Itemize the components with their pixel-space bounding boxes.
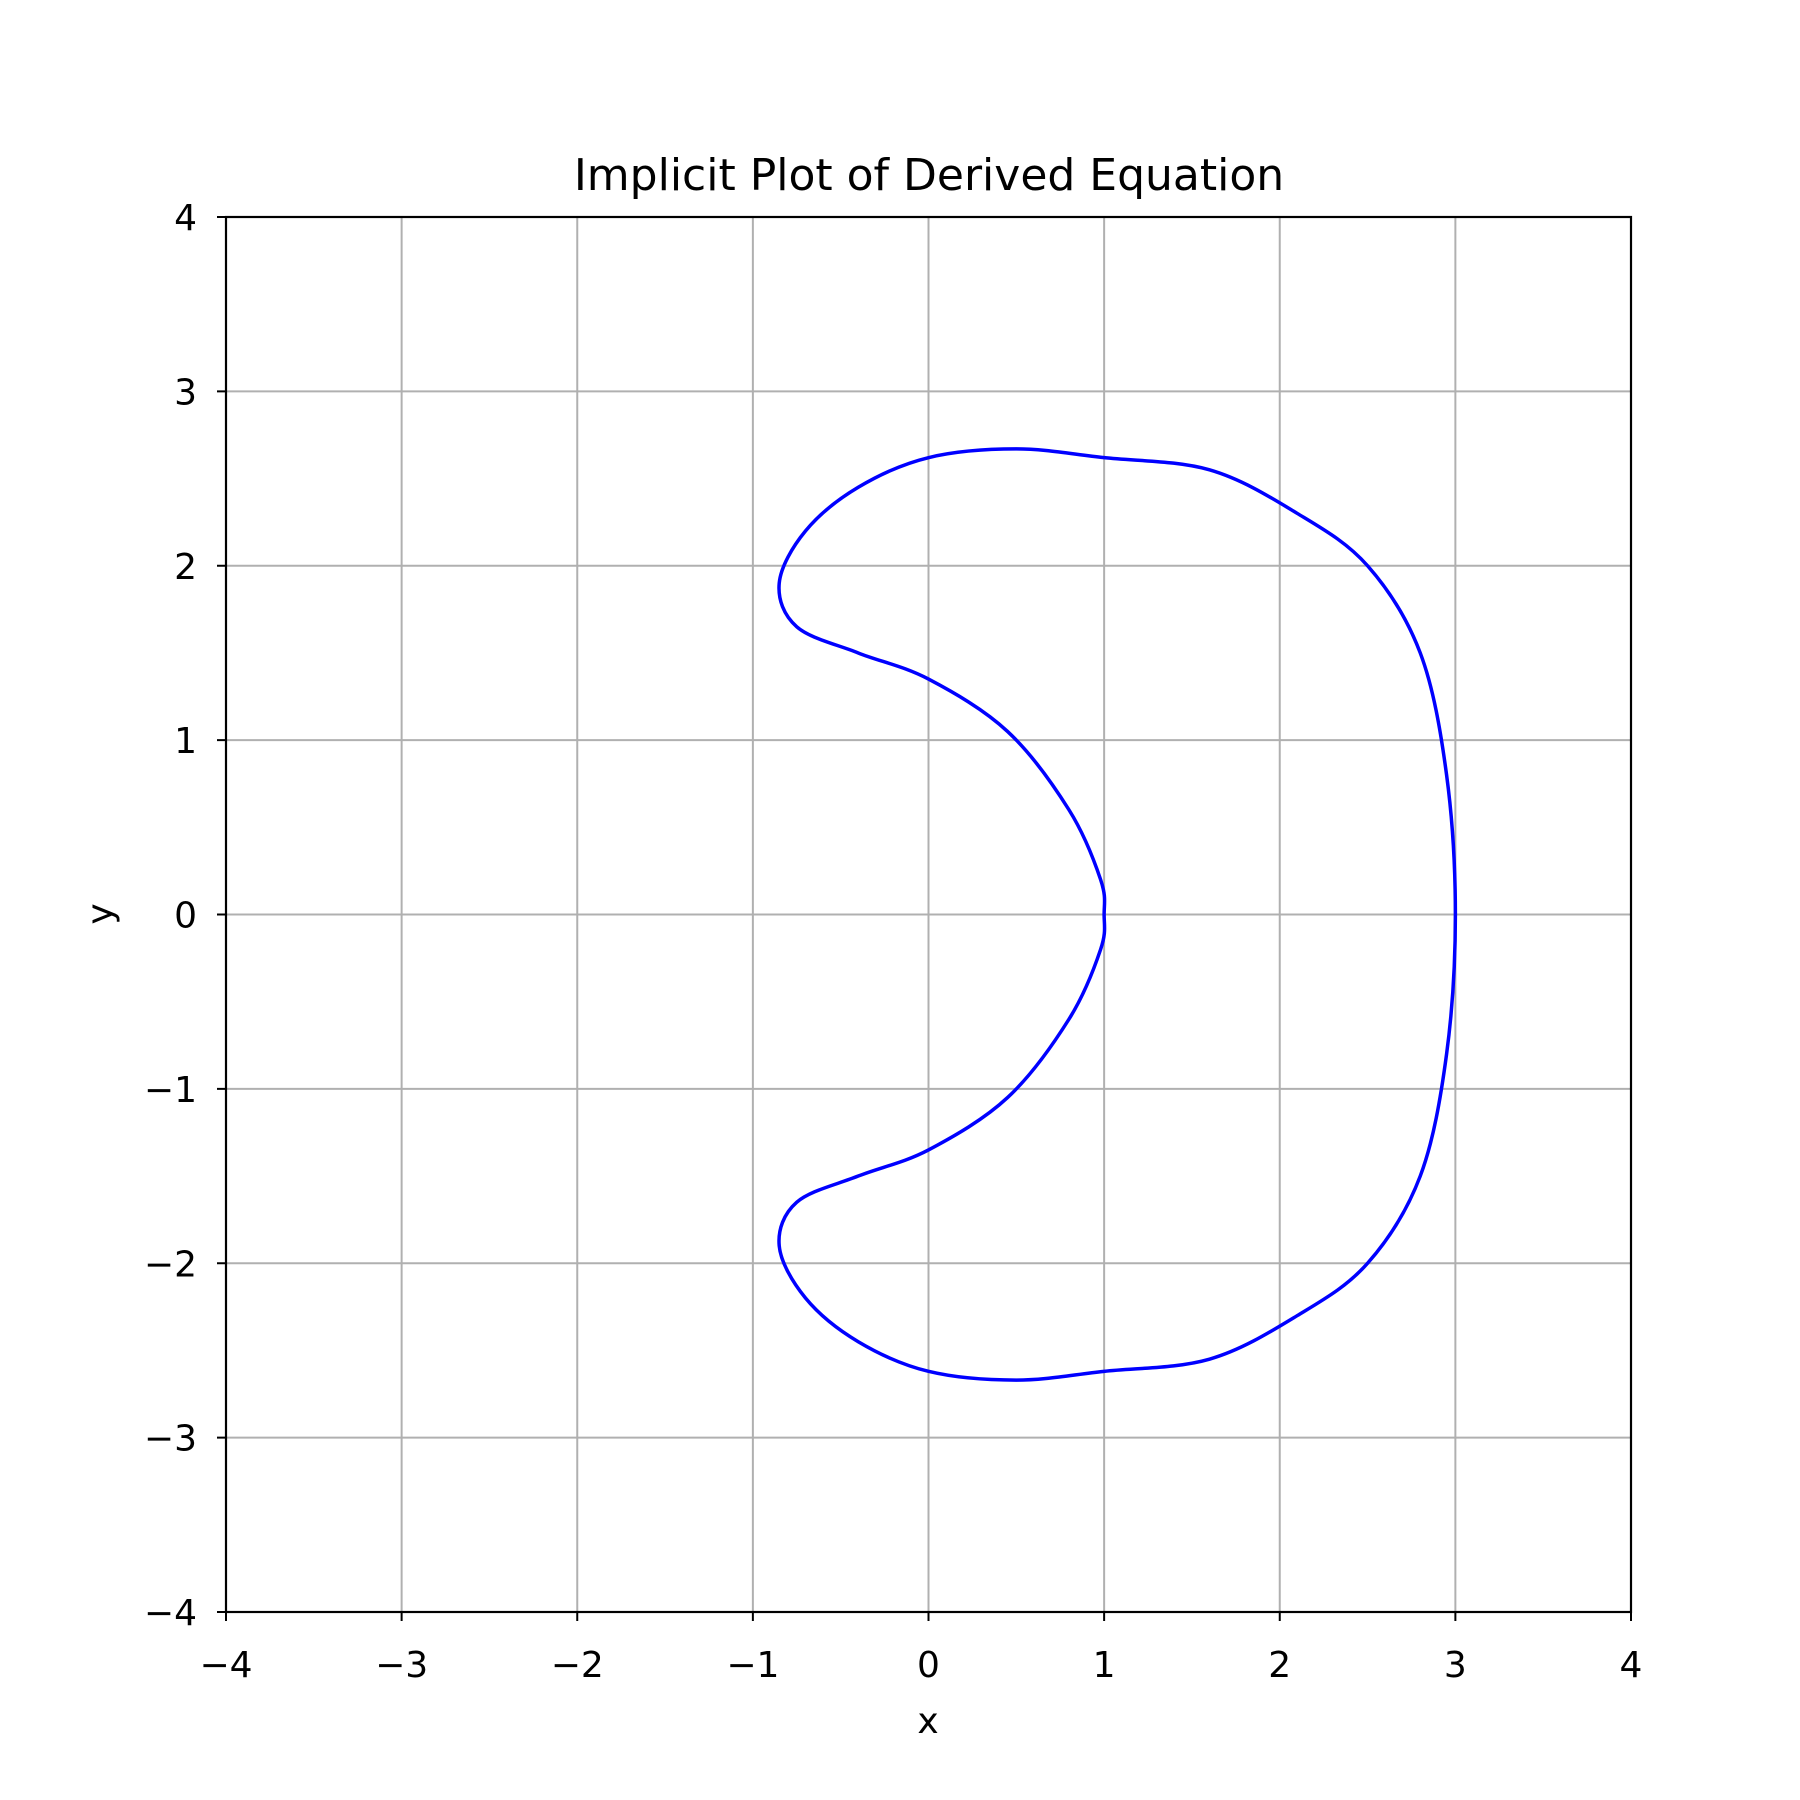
y-tick-label: −2 xyxy=(144,1244,197,1285)
x-tick-label: 3 xyxy=(1444,1645,1467,1686)
x-tick-label: −2 xyxy=(551,1645,604,1686)
y-ticks: −4 −3 −2 −1 0 1 2 3 4 xyxy=(144,198,226,1634)
y-tick-label: −4 xyxy=(144,1593,197,1634)
x-tick-label: 4 xyxy=(1620,1645,1643,1686)
y-tick-label: −3 xyxy=(144,1419,197,1460)
y-tick-label: 2 xyxy=(174,547,197,588)
series-line xyxy=(777,447,1458,1382)
curve-layer xyxy=(777,447,1458,1382)
x-tick-label: −4 xyxy=(199,1645,252,1686)
x-tick-label: 0 xyxy=(917,1645,940,1686)
x-ticks: −4 −3 −2 −1 0 1 2 3 4 xyxy=(199,1612,1642,1686)
x-tick-label: −1 xyxy=(726,1645,779,1686)
x-tick-label: −3 xyxy=(375,1645,428,1686)
y-axis-label: y xyxy=(80,903,121,924)
y-tick-label: 3 xyxy=(174,372,197,413)
x-tick-label: 2 xyxy=(1268,1645,1291,1686)
y-tick-label: −1 xyxy=(144,1070,197,1111)
y-tick-label: 4 xyxy=(174,198,197,239)
x-tick-label: 1 xyxy=(1093,1645,1116,1686)
chart-title: Implicit Plot of Derived Equation xyxy=(574,150,1284,201)
y-tick-label: 1 xyxy=(174,721,197,762)
y-tick-label: 0 xyxy=(174,896,197,937)
x-axis-label: x xyxy=(917,1701,938,1742)
